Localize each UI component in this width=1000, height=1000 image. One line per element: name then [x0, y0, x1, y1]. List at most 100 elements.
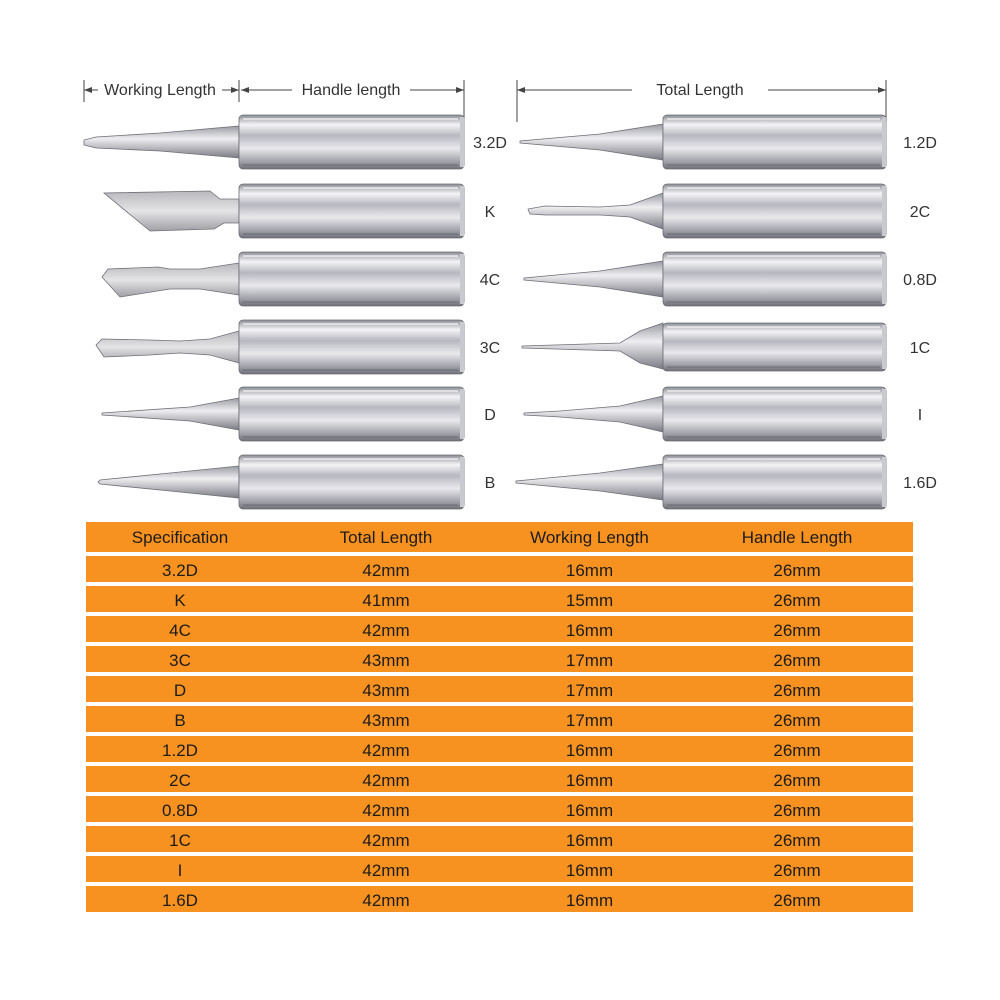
tip-label: 3.2D — [473, 135, 507, 152]
cell-working-length: 17mm — [565, 651, 614, 670]
cell-handle-length: 26mm — [773, 681, 821, 700]
working-length-label: Working Length — [104, 82, 216, 99]
cell-total-length: 41mm — [362, 591, 410, 610]
cell-total-length: 43mm — [362, 711, 410, 730]
right-tip-3: 0.8D — [523, 251, 937, 307]
cell-specification: I — [177, 861, 183, 880]
cell-specification: 2C — [169, 771, 191, 790]
total-length-label: Total Length — [656, 82, 743, 99]
tip-label: I — [918, 407, 922, 424]
cell-working-length: 17mm — [565, 681, 614, 700]
cell-specification: 3C — [169, 651, 191, 670]
right-tip-2: 2C — [527, 183, 930, 239]
cell-specification: K — [174, 591, 186, 610]
tip-handle — [238, 114, 465, 170]
cell-total-length: 42mm — [362, 771, 410, 790]
conical-tip-icon — [523, 395, 664, 433]
table-row: I 42mm 16mm 26mm — [86, 856, 913, 882]
cell-specification: 4C — [169, 621, 191, 640]
cell-specification: 3.2D — [162, 561, 198, 580]
table-row: 1.2D 42mm 16mm 26mm — [86, 736, 913, 762]
cell-working-length: 16mm — [565, 741, 614, 760]
tip-handle — [238, 319, 465, 375]
cell-specification: D — [173, 681, 187, 700]
cell-working-length: 16mm — [565, 771, 614, 790]
conical-tip-icon — [97, 465, 240, 499]
cell-total-length: 42mm — [362, 801, 410, 820]
bevel-tip-icon — [521, 322, 664, 370]
tip-handle — [238, 183, 465, 239]
table-row: 2C 42mm 16mm 26mm — [86, 766, 913, 792]
handle-length-label: Handle length — [302, 82, 401, 99]
cell-total-length: 42mm — [362, 891, 410, 910]
tip-handle — [662, 454, 887, 510]
table-row: K 41mm 15mm 26mm — [86, 586, 913, 612]
tip-label: K — [485, 204, 496, 221]
tip-label: 2C — [910, 204, 930, 221]
cell-handle-length: 26mm — [773, 591, 821, 610]
cell-working-length: 17mm — [565, 711, 614, 730]
chisel-tip-icon — [83, 125, 240, 159]
cell-specification: B — [174, 711, 186, 730]
tip-label: 4C — [480, 272, 500, 289]
table-row: 4C 42mm 16mm 26mm — [86, 616, 913, 642]
cell-specification: 0.8D — [162, 801, 198, 820]
cell-handle-length: 26mm — [773, 711, 821, 730]
cell-working-length: 16mm — [565, 561, 614, 580]
bevel-tip-icon — [95, 330, 240, 364]
table-row: 3.2D 42mm 16mm 26mm — [86, 556, 913, 582]
cell-working-length: 16mm — [565, 861, 614, 880]
table-row: 1C 42mm 16mm 26mm — [86, 826, 913, 852]
cell-handle-length: 26mm — [773, 801, 821, 820]
cell-handle-length: 26mm — [773, 891, 821, 910]
tip-handle — [238, 251, 465, 307]
table-header-row: Specification Total Length Working Lengt… — [86, 522, 913, 552]
tip-label: 1.2D — [903, 135, 937, 152]
cell-total-length: 42mm — [362, 621, 410, 640]
cell-working-length: 16mm — [565, 831, 614, 850]
cell-handle-length: 26mm — [773, 771, 821, 790]
tip-label: 0.8D — [903, 272, 937, 289]
conical-tip-icon — [101, 397, 240, 431]
total-length-dimension: Total Length — [516, 80, 887, 122]
handle-length-dimension: Handle length — [241, 80, 465, 118]
table-row: B 43mm 17mm 26mm — [86, 706, 913, 732]
tip-handle — [662, 251, 887, 307]
tip-handle — [662, 183, 887, 239]
cell-specification: 1C — [169, 831, 191, 850]
table-row: D 43mm 17mm 26mm — [86, 676, 913, 702]
tip-label: 3C — [480, 340, 500, 357]
right-tip-6: 1.6D — [515, 454, 937, 510]
spec-table: Specification Total Length Working Lengt… — [86, 522, 913, 916]
cell-total-length: 42mm — [362, 831, 410, 850]
bevel-tip-icon — [101, 262, 240, 298]
cell-working-length: 16mm — [565, 891, 614, 910]
cell-handle-length: 26mm — [773, 831, 821, 850]
right-tips-column: 1.2D 2C 0.8D 1C I 1.6D — [515, 114, 937, 510]
tip-label: 1C — [910, 340, 930, 357]
header-handle-length: Handle Length — [741, 528, 853, 547]
table-row: 3C 43mm 17mm 26mm — [86, 646, 913, 672]
table-row: 0.8D 42mm 16mm 26mm — [86, 796, 913, 822]
cell-handle-length: 26mm — [773, 651, 821, 670]
conical-tip-icon — [515, 463, 664, 501]
right-tip-1: 1.2D — [519, 114, 937, 170]
table-row: 1.6D 42mm 16mm 26mm — [86, 886, 913, 912]
conical-tip-icon — [519, 123, 664, 161]
working-length-dimension: Working Length — [83, 80, 240, 102]
left-tip-4: 3C — [95, 319, 500, 375]
soldering-tips-illustration: Working Length Handle length Total Lengt… — [83, 80, 937, 510]
cell-total-length: 42mm — [362, 861, 410, 880]
bevel-tip-icon — [527, 192, 664, 230]
left-tip-6: B — [97, 454, 495, 510]
cell-total-length: 43mm — [362, 681, 410, 700]
knife-tip-icon — [102, 190, 240, 232]
tip-label: D — [484, 407, 496, 424]
header-specification: Specification — [131, 528, 229, 547]
cell-total-length: 42mm — [362, 561, 410, 580]
left-tip-2: K — [102, 183, 496, 239]
cell-working-length: 16mm — [565, 801, 614, 820]
right-tip-5: I — [523, 386, 922, 442]
left-tip-5: D — [101, 386, 496, 442]
left-tip-1: 3.2D — [83, 114, 507, 170]
